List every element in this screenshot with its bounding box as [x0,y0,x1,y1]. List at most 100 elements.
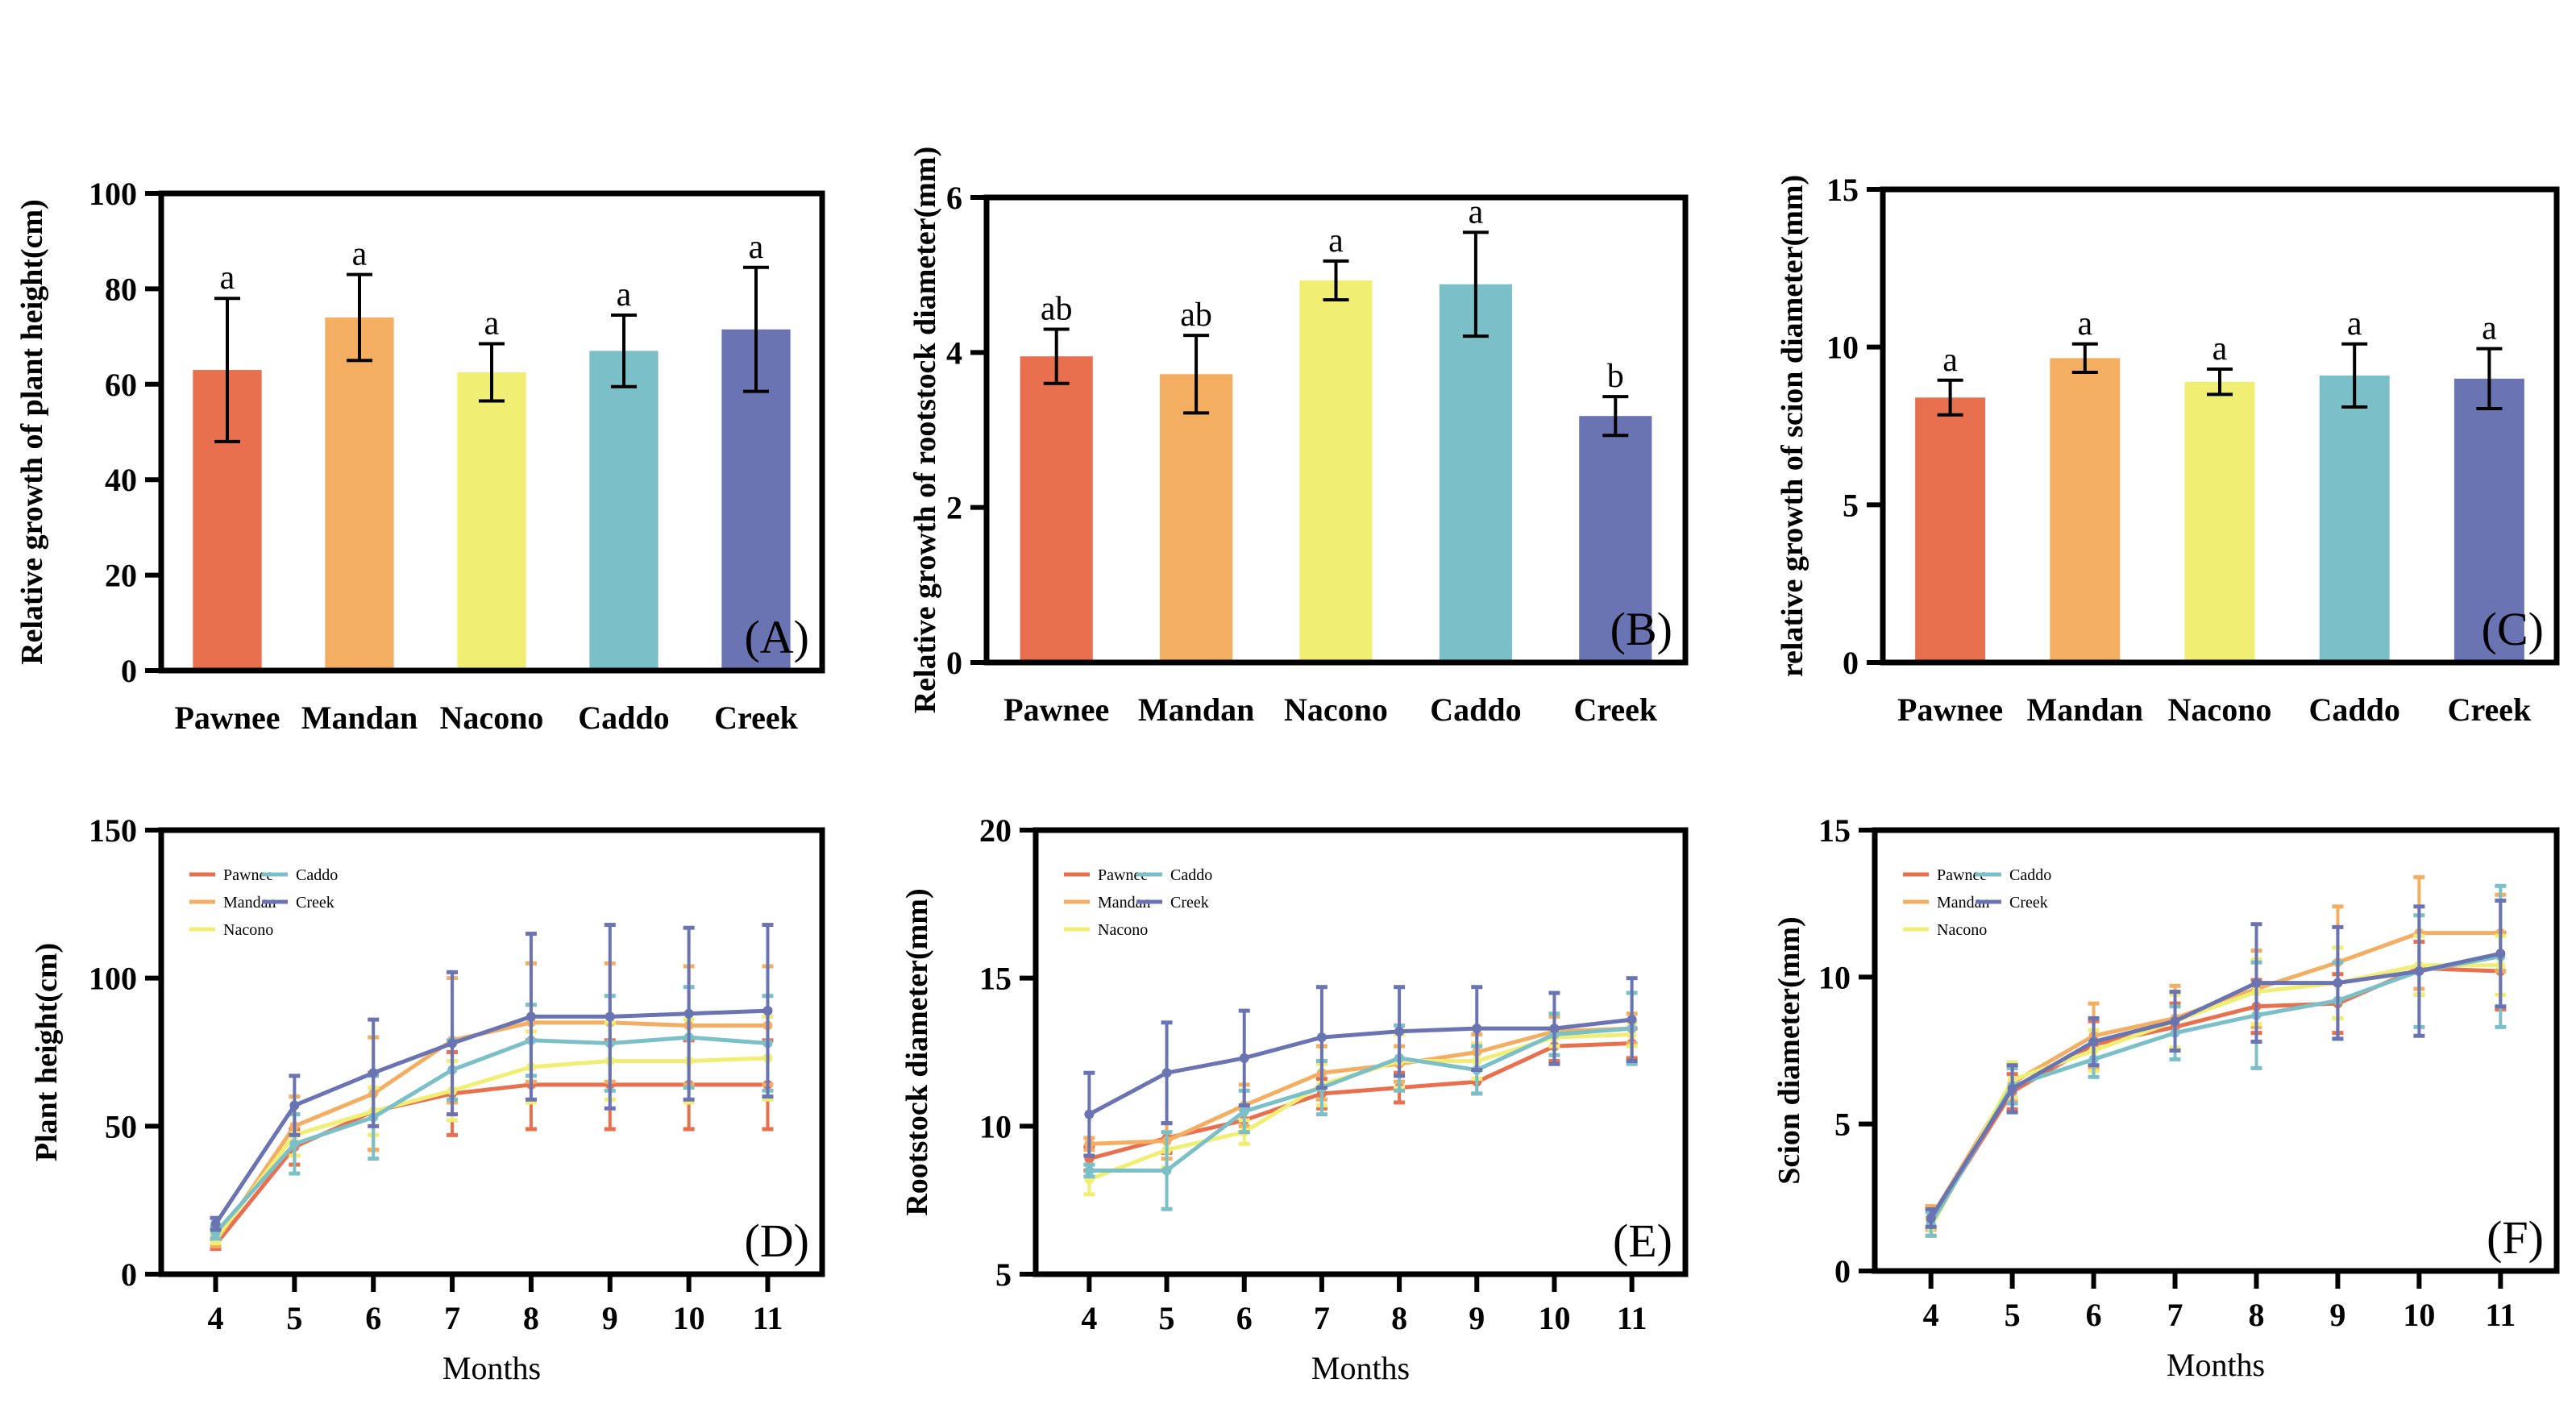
plot-frame [1872,827,2560,1274]
bar-nacono [2184,381,2255,662]
y-tick-label: 10 [979,1108,1012,1144]
y-axis-title: relative growth of scion diameter(mm) [1776,175,1809,677]
significance-label: ab [1041,290,1073,327]
x-tick-label: 8 [2248,1297,2264,1333]
y-tick-label: 0 [121,1256,137,1293]
bar-creek [2453,378,2524,662]
x-axis-title: Months [1311,1350,1410,1386]
x-tick-label: Creek [1573,691,1657,728]
bar-mandan [1160,374,1233,662]
series-creek [1083,976,1638,1158]
plot-frame [1880,186,2560,666]
data-point [2414,966,2424,977]
x-tick-label: 9 [2329,1297,2345,1333]
significance-label: b [1607,358,1624,395]
x-tick-label: Mandan [1138,691,1255,728]
data-point [1084,1109,1095,1119]
legend-label: Mandan [223,894,276,912]
x-tick-label: Creek [2448,691,2532,728]
x-tick-label: Mandan [2027,691,2144,728]
y-tick-label: 15 [1826,172,1859,208]
plot-frame [158,827,825,1277]
data-point [210,1219,221,1229]
data-point [289,1100,300,1111]
y-tick-label: 80 [105,271,137,307]
x-tick-label: 5 [2005,1297,2021,1333]
data-point [1926,1213,1936,1223]
x-tick-label: 11 [2485,1297,2516,1333]
y-tick-label: 20 [105,558,137,594]
panel-label: (C) [2482,603,2544,655]
significance-label: a [484,305,500,342]
y-tick-label: 4 [946,334,962,371]
x-tick-label: 11 [1617,1300,1647,1336]
bar-mandan [325,317,394,671]
y-tick-label: 10 [1826,330,1859,366]
data-point [2495,949,2506,959]
x-tick-label: Mandan [301,700,418,736]
significance-label: a [2482,310,2497,347]
plot-frame [1032,827,1689,1277]
x-tick-label: 4 [208,1300,224,1336]
significance-label: ab [1180,297,1212,334]
x-tick-label: 5 [1159,1300,1175,1336]
x-tick-label: 9 [602,1300,618,1336]
significance-label: a [2347,305,2362,343]
y-tick-label: 15 [979,961,1012,997]
significance-label: a [617,276,632,314]
data-point [2170,1016,2180,1027]
data-point [1627,1015,1637,1025]
chart-panel-a: a Pawnee a Mandan a Nacono a Caddo a Creek 0 20 40 60… [15,176,825,736]
data-point [1239,1053,1249,1063]
data-point [1161,1165,1172,1176]
data-point [2333,978,2343,988]
x-tick-label: 10 [673,1300,705,1336]
y-tick-label: 10 [1818,959,1851,995]
series-line [1089,1026,1632,1146]
x-tick-label: Pawnee [1003,691,1109,728]
data-point [289,1139,300,1149]
legend-label: Caddo [2009,866,2051,884]
data-point [2088,1036,2099,1047]
legend-label: Creek [1170,894,1209,912]
data-point [2251,978,2262,988]
chart-panel-e: Pawnee Mandan Nacono Caddo Creek 4 5 6 7 8 9 10 11 Mo… [900,812,1689,1386]
y-tick-label: 150 [89,812,137,849]
panel-label: (F) [2487,1211,2544,1264]
y-tick-label: 100 [89,961,137,997]
x-tick-label: 4 [1923,1297,1939,1333]
series-creek [1925,899,2507,1229]
data-point [1084,1165,1095,1176]
data-point [447,1038,458,1049]
series-line [214,1056,768,1240]
y-tick-label: 0 [1834,1253,1851,1289]
bar-caddo [589,351,659,671]
data-point [1394,1026,1405,1036]
x-tick-label: 6 [2086,1297,2102,1333]
significance-label: a [1328,222,1344,260]
y-axis-title: Relative growth of rootstock diameter(mm… [908,147,942,714]
legend-label: Pawnee [223,866,273,884]
data-point [1239,1106,1249,1116]
series-line [214,1035,768,1235]
chart-panel-b: ab Pawnee ab Mandan a Nacono a Caddo b Creek 0 2 4 6R… [908,147,1689,728]
x-tick-label: 6 [1236,1300,1253,1336]
bar-caddo [2319,375,2390,662]
bar-pawnee [1020,356,1093,662]
x-tick-label: 8 [1391,1300,1407,1336]
legend-label: Nacono [223,921,273,939]
y-tick-label: 20 [979,812,1012,849]
y-tick-label: 40 [105,462,137,498]
x-tick-label: 10 [2403,1297,2435,1333]
x-tick-label: 8 [523,1300,539,1336]
x-tick-label: Nacono [2168,691,2272,728]
legend-label: Mandan [1937,894,1990,912]
panel-label: (E) [1613,1215,1672,1267]
x-tick-label: 7 [2167,1297,2183,1333]
y-tick-label: 2 [946,490,962,526]
significance-label: a [749,229,764,266]
x-tick-label: Caddo [1430,691,1521,728]
significance-label: a [2212,330,2228,368]
panel-label: (D) [744,1215,809,1267]
